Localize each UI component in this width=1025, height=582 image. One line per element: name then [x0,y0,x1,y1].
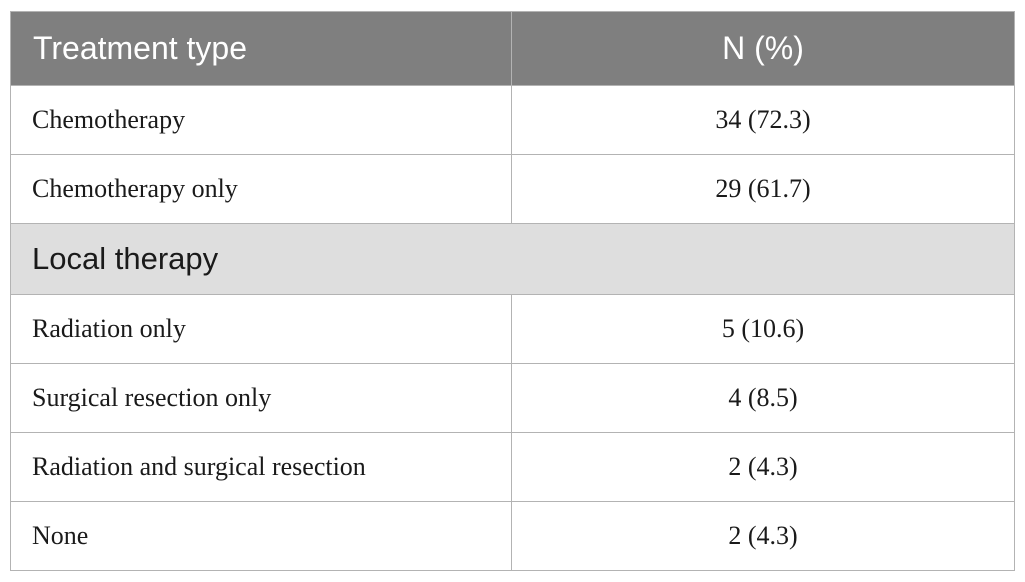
table-row: Radiation only 5 (10.6) [10,294,1015,364]
row-value: 2 (4.3) [511,432,1015,502]
table-header-row: Treatment type N (%) [10,11,1015,86]
section-header-row: Local therapy [10,223,1015,295]
header-treatment-type: Treatment type [10,11,512,86]
table-row: Chemotherapy 34 (72.3) [10,85,1015,155]
row-label: None [10,501,512,571]
row-value: 29 (61.7) [511,154,1015,224]
row-value: 2 (4.3) [511,501,1015,571]
row-value: 5 (10.6) [511,294,1015,364]
treatment-table-container: Treatment type N (%) Chemotherapy 34 (72… [10,11,1015,571]
row-label: Chemotherapy only [10,154,512,224]
row-label: Radiation only [10,294,512,364]
row-label: Surgical resection only [10,363,512,433]
row-label: Chemotherapy [10,85,512,155]
header-n-percent: N (%) [511,11,1015,86]
row-value: 34 (72.3) [511,85,1015,155]
table-row: Surgical resection only 4 (8.5) [10,363,1015,433]
table-row: None 2 (4.3) [10,501,1015,571]
table-row: Chemotherapy only 29 (61.7) [10,154,1015,224]
row-label: Radiation and surgical resection [10,432,512,502]
row-value: 4 (8.5) [511,363,1015,433]
treatment-table: Treatment type N (%) Chemotherapy 34 (72… [10,11,1015,571]
section-label: Local therapy [10,223,1015,295]
table-row: Radiation and surgical resection 2 (4.3) [10,432,1015,502]
